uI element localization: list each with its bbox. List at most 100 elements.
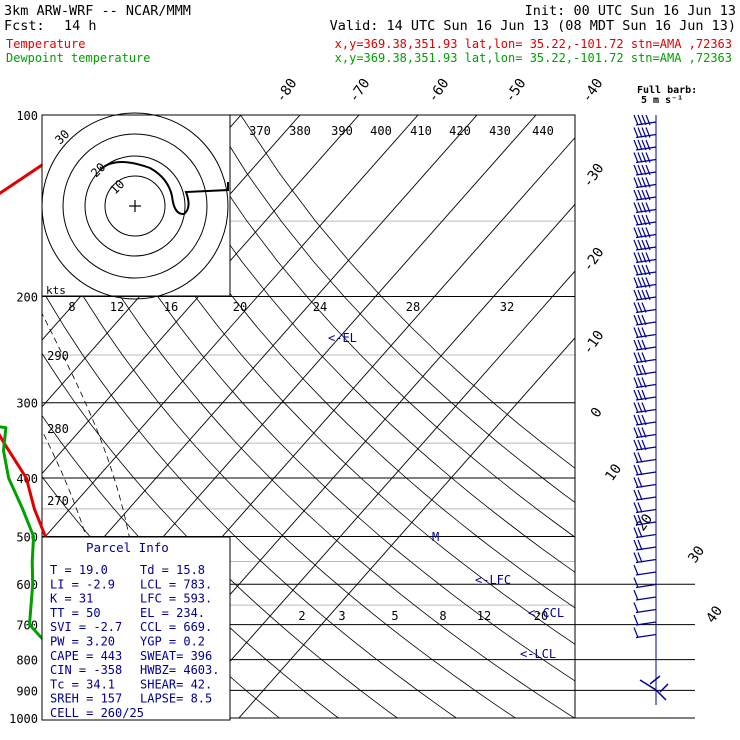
barb-feather bbox=[645, 227, 651, 238]
parcel-info-right: SHEAR= 42. bbox=[140, 677, 212, 691]
full-barb-units: 5 m s⁻¹ bbox=[641, 95, 683, 106]
barb-feather bbox=[641, 414, 647, 426]
barb-feather bbox=[637, 439, 643, 451]
isotherm bbox=[42, 115, 478, 608]
dry-adiabat bbox=[42, 222, 516, 718]
wind-barb bbox=[633, 327, 657, 339]
barb-feather bbox=[637, 389, 643, 401]
barb-feather bbox=[641, 352, 647, 363]
wind-barb bbox=[633, 627, 657, 639]
barb-feather bbox=[633, 577, 639, 588]
wind-barb bbox=[633, 614, 657, 626]
plot-frame bbox=[41, 114, 576, 719]
barb-feather bbox=[645, 239, 651, 251]
parcel-info-panel: Parcel Info T = 19.0 Td = 15.8 LI = -2.9 LCL… bbox=[41, 536, 231, 721]
wind-barb bbox=[633, 377, 657, 389]
mixing-ratio-label: 5 bbox=[391, 609, 398, 623]
legend-dewpoint-info: x,y=369.38,351.93 lat,lon= 35.22,-101.72… bbox=[335, 51, 732, 65]
barb-feather bbox=[633, 227, 639, 238]
wind-barb bbox=[633, 489, 657, 501]
init-time: Init: 00 UTC Sun 16 Jun 13 bbox=[525, 3, 736, 19]
pressure-label: 200 bbox=[16, 291, 38, 305]
barb-feather bbox=[645, 164, 651, 176]
wind-barb bbox=[633, 189, 657, 201]
barb-feather bbox=[633, 352, 639, 363]
barb-feather bbox=[633, 427, 639, 438]
barb-feather bbox=[637, 314, 643, 326]
wind-barb bbox=[633, 439, 657, 451]
barb-feather bbox=[641, 227, 647, 238]
hodograph-speed-axis-label: kts bbox=[46, 284, 66, 297]
barb-feather bbox=[641, 364, 647, 376]
barb-feather bbox=[641, 264, 647, 276]
barb-feather bbox=[633, 152, 639, 163]
barb-feather bbox=[633, 202, 639, 213]
barb-feather bbox=[633, 164, 639, 176]
barb-feather bbox=[641, 164, 647, 176]
barb-feather bbox=[633, 189, 639, 201]
parcel-info-left: K = 31 bbox=[50, 592, 93, 606]
wind-barb bbox=[633, 114, 657, 126]
barb-shaft bbox=[635, 458, 657, 464]
wind-barb bbox=[633, 289, 657, 301]
theta-label: 380 bbox=[289, 124, 311, 138]
barb-feather bbox=[633, 327, 639, 338]
isotherm-label: 30 bbox=[685, 543, 708, 566]
legend-temperature-info: x,y=369.38,351.93 lat,lon= 35.22,-101.72… bbox=[335, 37, 732, 51]
moist-adiabat bbox=[0, 115, 3, 718]
wind-barb bbox=[633, 552, 657, 564]
barb-feather bbox=[633, 452, 639, 463]
wind-barb bbox=[633, 402, 657, 414]
barb-feather bbox=[645, 114, 651, 126]
theta-side-label: 280 bbox=[47, 422, 69, 436]
theta-label: 400 bbox=[370, 124, 392, 138]
barb-feather bbox=[637, 377, 643, 388]
mixing-ratio-label: 12 bbox=[477, 609, 491, 623]
hodograph-ring bbox=[62, 133, 208, 279]
barb-shaft bbox=[635, 546, 657, 551]
barb-feather bbox=[641, 289, 647, 301]
barb-feather bbox=[633, 289, 639, 301]
barb-feather bbox=[633, 314, 639, 326]
wind-barb bbox=[633, 514, 657, 526]
dry-adiabat bbox=[118, 115, 575, 609]
dry-adiabat bbox=[42, 288, 457, 718]
isotherm-label: -20 bbox=[580, 245, 608, 275]
parcel-info-left: SREH = 157 bbox=[50, 692, 122, 706]
barb-feather bbox=[637, 502, 643, 513]
isotherm bbox=[238, 337, 575, 718]
barb-feather bbox=[633, 364, 639, 376]
barb-feather bbox=[633, 589, 639, 601]
barb-feather bbox=[641, 189, 647, 201]
parcel-info-right: LAPSE= 8.5 bbox=[140, 692, 212, 706]
wind-barb bbox=[633, 539, 657, 551]
barb-shaft bbox=[635, 483, 657, 489]
parcel-info-right: Td = 15.8 bbox=[140, 563, 205, 577]
hodograph-ring bbox=[41, 112, 229, 300]
barb-feather bbox=[637, 539, 643, 551]
wind-barb bbox=[633, 302, 657, 314]
barb-feather bbox=[637, 214, 643, 226]
barb-feather bbox=[637, 327, 643, 338]
barb-feather bbox=[633, 627, 639, 638]
barb-feather bbox=[637, 464, 643, 476]
barb-feather bbox=[633, 414, 639, 426]
barb-shaft bbox=[635, 596, 657, 601]
theta-label: 440 bbox=[532, 124, 554, 138]
barb-feather bbox=[645, 264, 651, 276]
barb-feather bbox=[633, 614, 639, 626]
parcel-info-left: Tc = 34.1 bbox=[50, 677, 115, 691]
barb-feather bbox=[641, 214, 647, 226]
barb-feather bbox=[637, 339, 643, 351]
wind-barb bbox=[633, 589, 657, 601]
wind-barb bbox=[633, 502, 657, 514]
parcel-info-right: LFC = 593. bbox=[140, 592, 212, 606]
wind-barb bbox=[633, 252, 657, 264]
parcel-info-left: CIN = -358 bbox=[50, 663, 122, 677]
barb-feather bbox=[633, 464, 639, 476]
hodograph-ring bbox=[104, 175, 166, 237]
fcst-label: Fcst: bbox=[4, 18, 45, 34]
barb-shaft bbox=[635, 558, 657, 564]
barb-feather bbox=[637, 139, 643, 151]
dry-adiabat bbox=[240, 115, 575, 469]
